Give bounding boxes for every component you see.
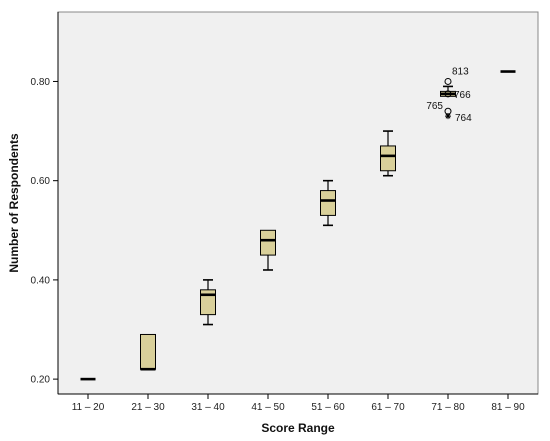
box-2	[140, 333, 156, 371]
x-tick-label: 11 – 20	[72, 402, 105, 413]
outlier-label: 764	[455, 113, 472, 124]
outliers-group: 813 766 765 764	[426, 66, 472, 124]
outlier-label: 766	[454, 90, 471, 101]
y-axis: 0.20 0.40 0.60 0.80	[31, 12, 59, 394]
x-tick-label: 61 – 70	[371, 402, 405, 413]
outlier-label: 813	[452, 66, 469, 77]
outlier-764: 764	[445, 113, 472, 124]
boxes-group	[80, 70, 516, 381]
x-axis: 11 – 20 21 – 30 31 – 40 41 – 50 51 – 60 61 – …	[58, 393, 538, 413]
box-body	[260, 229, 276, 256]
y-tick-label: 0.80	[31, 77, 51, 88]
y-axis-title: Number of Respondents	[7, 133, 21, 273]
x-tick-label: 51 – 60	[311, 402, 345, 413]
box-7	[440, 85, 456, 97]
x-tick-label: 81 – 90	[491, 402, 525, 413]
outlier-marker	[444, 90, 452, 98]
box-4	[260, 229, 276, 271]
x-tick-label: 41 – 50	[251, 402, 285, 413]
plot-area	[57, 11, 539, 395]
outlier-label: 765	[426, 101, 443, 112]
outlier-star-marker	[445, 113, 451, 120]
outlier-813: 813	[444, 66, 469, 85]
x-tick-label: 21 – 30	[131, 402, 165, 413]
outlier-marker	[444, 77, 452, 85]
box-5	[320, 179, 336, 227]
box-3	[200, 279, 216, 326]
y-tick-label: 0.60	[31, 176, 51, 187]
y-tick-label: 0.40	[31, 275, 51, 286]
box-body	[380, 145, 396, 172]
box-6	[380, 130, 396, 177]
y-tick-label: 0.20	[31, 375, 51, 386]
box-body	[320, 190, 336, 216]
x-axis-title: Score Range	[261, 421, 335, 435]
x-tick-label: 71 – 80	[431, 402, 465, 413]
box-body	[140, 333, 156, 370]
x-tick-label: 31 – 40	[191, 402, 225, 413]
outlier-766: 766	[444, 90, 471, 101]
